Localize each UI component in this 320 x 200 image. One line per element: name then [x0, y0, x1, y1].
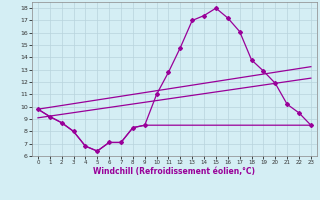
X-axis label: Windchill (Refroidissement éolien,°C): Windchill (Refroidissement éolien,°C) — [93, 167, 255, 176]
